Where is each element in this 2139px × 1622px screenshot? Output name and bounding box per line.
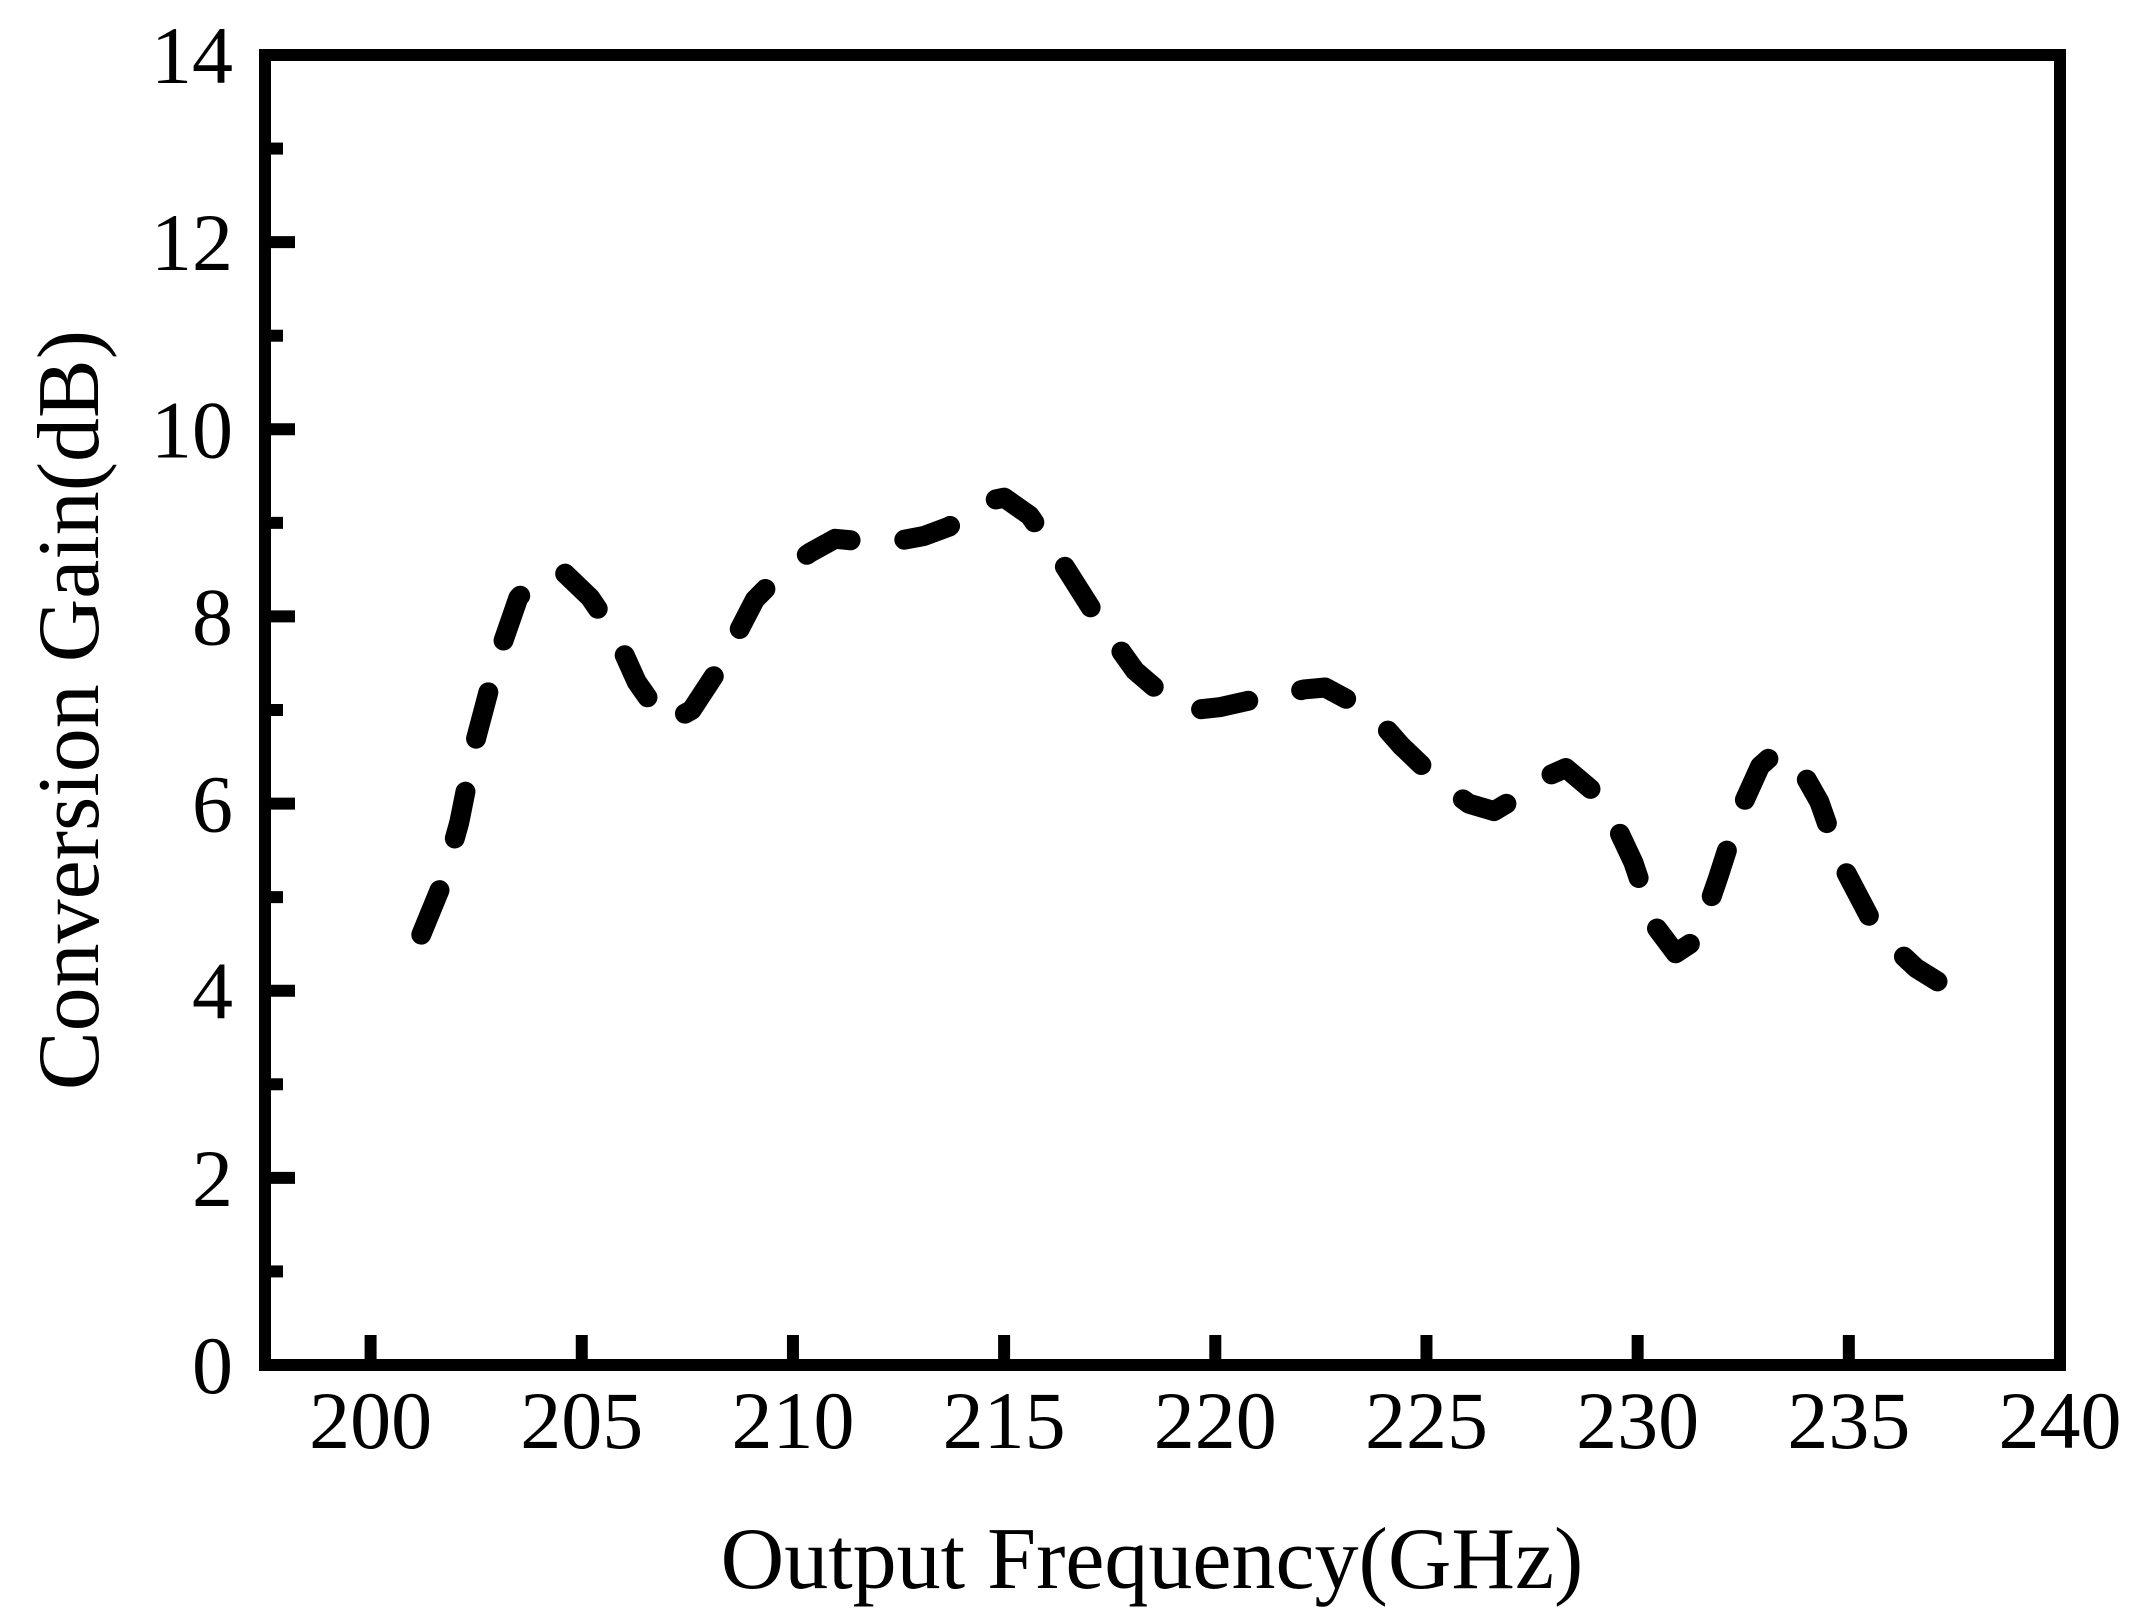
x-tick-label: 240 (1999, 1375, 2122, 1466)
x-tick-label: 210 (731, 1375, 854, 1466)
y-tick-label: 10 (151, 384, 233, 475)
x-tick-label: 225 (1365, 1375, 1488, 1466)
x-tick-label: 230 (1576, 1375, 1699, 1466)
y-tick-label: 14 (151, 10, 233, 101)
plot-area: 200 205 210 215 220 225 230 235 240 0 2 4 6 8 10 12 14 (151, 10, 2122, 1466)
y-tick-label: 2 (192, 1133, 233, 1224)
x-axis-title: Output Frequency(GHz) (721, 1511, 1584, 1608)
x-tick-label: 205 (520, 1375, 643, 1466)
y-tick-label: 4 (192, 946, 233, 1037)
y-tick-label: 8 (192, 571, 233, 662)
gain-curve (411, 487, 1948, 992)
y-tick-label: 6 (192, 759, 233, 850)
y-axis-title: Conversion Gain(dB) (21, 330, 118, 1090)
x-tick-label: 200 (309, 1375, 432, 1466)
x-tick-label: 235 (1787, 1375, 1910, 1466)
y-tick-label: 12 (151, 197, 233, 288)
y-tick-label: 0 (192, 1320, 233, 1411)
x-tick-label: 215 (943, 1375, 1066, 1466)
x-tick-label: 220 (1154, 1375, 1277, 1466)
axis-box (259, 49, 2066, 1371)
